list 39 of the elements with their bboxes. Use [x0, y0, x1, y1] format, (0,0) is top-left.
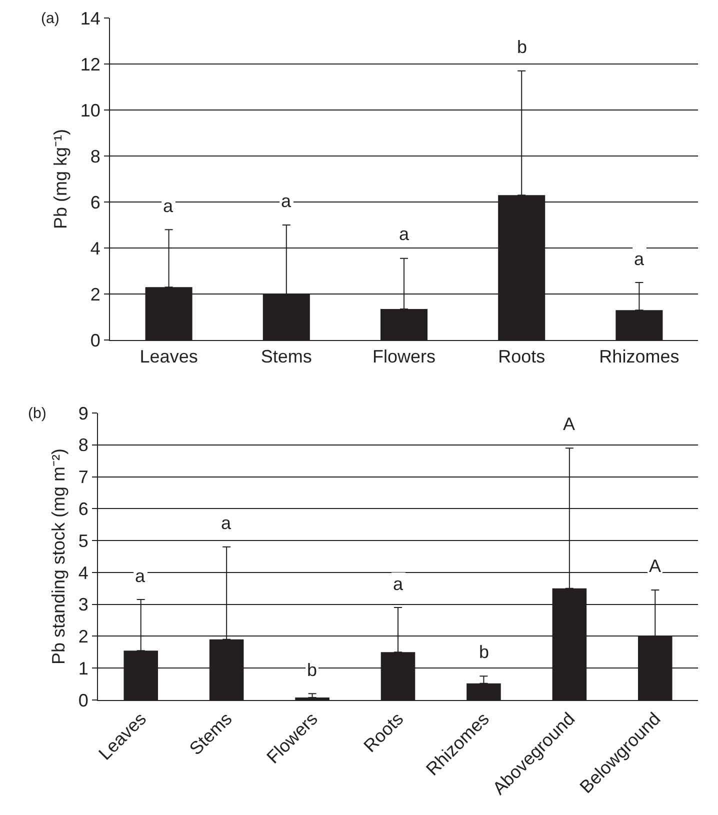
- annotation: b: [307, 660, 318, 680]
- annotation: a: [163, 196, 174, 216]
- y-tick-label: 4: [90, 238, 100, 258]
- annotation: a: [393, 574, 404, 594]
- y-tick-label: 10: [80, 100, 100, 120]
- y-axis-title: Pb (mg kg⁻¹): [50, 128, 71, 230]
- annotation: a: [281, 191, 292, 211]
- y-tick-label: 6: [90, 192, 100, 212]
- y-tick-label: 2: [78, 626, 88, 647]
- y-tick-label: 4: [78, 562, 88, 583]
- y-tick-label: 8: [90, 146, 100, 166]
- x-tick-label: Stems: [260, 346, 312, 367]
- y-tick-label: 14: [80, 8, 100, 28]
- y-tick-label: 3: [78, 594, 88, 615]
- x-tick-label: Roots: [498, 346, 546, 367]
- annotation: b: [479, 642, 490, 662]
- y-tick-label: 12: [80, 54, 100, 74]
- annotation: a: [221, 513, 232, 533]
- y-tick-label: 9: [78, 403, 88, 424]
- text: (b): [28, 405, 46, 422]
- y-tick-label: 0: [90, 330, 100, 350]
- y-tick-label: 6: [78, 498, 88, 519]
- y-tick-label: 0: [78, 690, 88, 710]
- annotation: A: [563, 414, 576, 434]
- y-tick-label: 7: [78, 467, 88, 488]
- annotation: a: [399, 224, 410, 244]
- y-axis-title: Pb standing stock (mg m⁻²): [48, 448, 69, 665]
- x-tick-label: Flowers: [372, 346, 436, 367]
- x-tick-label: Rhizomes: [599, 346, 680, 367]
- y-tick-label: 5: [78, 530, 88, 551]
- text: (a): [41, 10, 60, 27]
- x-tick-label: Leaves: [140, 346, 198, 367]
- y-tick-label: 2: [90, 284, 100, 304]
- annotation: b: [517, 37, 528, 57]
- y-tick-label: 1: [78, 658, 88, 678]
- y-tick-label: 8: [78, 435, 88, 456]
- annotation: A: [649, 556, 662, 576]
- annotation: a: [135, 566, 146, 586]
- annotation: a: [634, 249, 645, 269]
